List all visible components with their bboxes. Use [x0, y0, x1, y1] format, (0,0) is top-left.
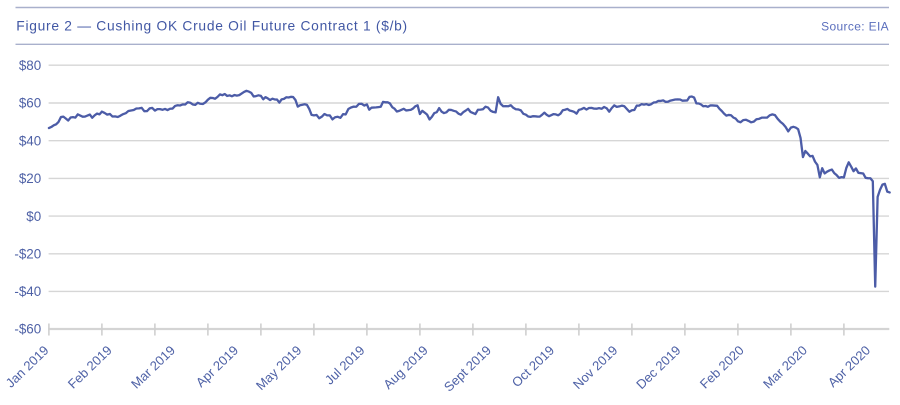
svg-text:Feb 2019: Feb 2019	[65, 343, 115, 392]
svg-text:Mar 2020: Mar 2020	[760, 343, 810, 392]
svg-text:-$60: -$60	[14, 322, 41, 337]
svg-text:$40: $40	[19, 133, 41, 148]
svg-text:Mar 2019: Mar 2019	[128, 343, 178, 392]
svg-text:Apr 2019: Apr 2019	[193, 343, 241, 390]
svg-text:Apr 2020: Apr 2020	[825, 343, 873, 390]
svg-text:May 2019: May 2019	[253, 343, 304, 393]
svg-text:Dec 2019: Dec 2019	[633, 343, 683, 392]
svg-text:$80: $80	[19, 58, 41, 73]
svg-text:Figure 2 — Cushing OK Crude Oi: Figure 2 — Cushing OK Crude Oil Future C…	[16, 18, 408, 33]
svg-text:Oct 2019: Oct 2019	[509, 343, 557, 390]
svg-text:Feb 2020: Feb 2020	[697, 343, 747, 392]
svg-text:Aug 2019: Aug 2019	[380, 343, 430, 392]
svg-text:-$40: -$40	[14, 284, 41, 299]
svg-text:$0: $0	[26, 209, 41, 224]
svg-text:$60: $60	[19, 96, 41, 111]
svg-text:Jul 2019: Jul 2019	[322, 343, 368, 388]
svg-text:$20: $20	[19, 171, 41, 186]
svg-text:Nov 2019: Nov 2019	[570, 343, 620, 392]
svg-text:Sept 2019: Sept 2019	[441, 343, 494, 395]
svg-text:Source: EIA: Source: EIA	[821, 19, 889, 33]
svg-text:-$20: -$20	[14, 247, 41, 262]
svg-text:Jan 2019: Jan 2019	[3, 343, 52, 391]
